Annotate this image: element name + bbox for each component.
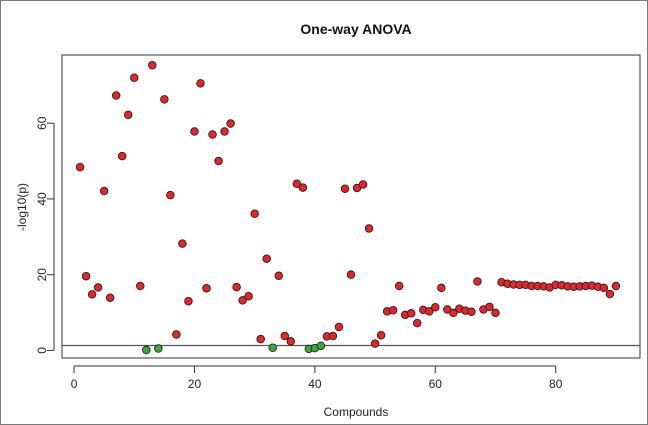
data-point-significant [388, 306, 398, 315]
data-point-significant [256, 334, 265, 344]
x-tick-label: 80 [549, 377, 563, 391]
data-point-significant [87, 290, 97, 299]
data-point-not-significant [316, 341, 326, 351]
data-point-significant [184, 296, 193, 306]
data-point-significant [238, 296, 247, 305]
y-axis-label: -log10(p) [15, 183, 29, 231]
data-point-significant [425, 307, 434, 316]
data-point-significant [202, 284, 211, 293]
data-point-significant [340, 184, 350, 193]
data-point-significant [196, 79, 205, 88]
data-point-not-significant [268, 343, 277, 353]
data-point-significant [232, 282, 241, 292]
data-point-significant [599, 283, 609, 293]
data-point-significant [394, 281, 404, 291]
data-point-significant [605, 289, 615, 299]
data-point-significant [364, 224, 374, 233]
data-point-significant [160, 95, 169, 104]
data-point-significant [286, 337, 296, 346]
data-point-significant [262, 254, 271, 264]
data-point-significant [431, 302, 440, 312]
y-tick-label: 60 [35, 116, 49, 130]
data-point-significant [208, 130, 217, 139]
data-point-significant [214, 156, 223, 166]
x-axis-label: Compounds [324, 405, 389, 419]
data-point-significant [467, 307, 476, 317]
data-point-significant [190, 127, 199, 136]
x-tick-label: 60 [429, 377, 443, 391]
data-point-significant [346, 270, 356, 279]
data-point-significant [226, 119, 235, 128]
data-point-significant [376, 331, 386, 340]
data-point-significant [244, 292, 253, 301]
data-point-significant [178, 239, 187, 248]
data-point-significant [473, 277, 482, 286]
data-point-significant [437, 283, 446, 293]
data-point-significant [491, 308, 500, 318]
data-point-significant [111, 91, 121, 100]
data-point-significant [220, 127, 229, 136]
data-point-significant [412, 318, 422, 328]
data-point-significant [358, 180, 368, 189]
data-points [75, 60, 621, 355]
data-point-significant [406, 309, 416, 318]
data-point-significant [129, 73, 139, 82]
data-point-significant [117, 151, 127, 161]
data-point-significant [292, 179, 302, 189]
data-point-significant [136, 281, 145, 291]
data-point-significant [93, 283, 103, 292]
x-tick-label: 0 [71, 377, 78, 391]
data-point-significant [485, 302, 494, 312]
data-point-significant [105, 293, 115, 303]
x-tick-label: 40 [308, 377, 322, 391]
x-axis: 0 20 40 60 80 [71, 365, 563, 391]
data-point-significant [148, 60, 157, 70]
y-tick-label: 0 [35, 347, 49, 354]
data-point-significant [274, 271, 284, 281]
data-point-not-significant [154, 344, 163, 353]
data-point-significant [166, 190, 175, 200]
data-point-significant [611, 281, 621, 291]
y-tick-label: 20 [35, 268, 49, 282]
data-point-significant [250, 209, 259, 218]
data-point-significant [328, 331, 338, 341]
data-point-significant [370, 339, 380, 348]
plot-area [61, 54, 641, 359]
data-point-significant [75, 162, 85, 172]
data-point-significant [280, 331, 290, 341]
y-axis: 0 20 40 60 [35, 116, 55, 354]
data-point-significant [123, 110, 133, 120]
data-point-significant [334, 322, 344, 332]
data-point-significant [298, 183, 308, 192]
chart-title: One-way ANOVA [300, 21, 411, 37]
y-tick-label: 40 [35, 192, 49, 206]
data-point-significant [172, 330, 181, 339]
data-point-significant [99, 186, 109, 196]
data-point-not-significant [142, 345, 151, 355]
data-point-significant [449, 308, 458, 318]
data-point-significant [81, 271, 91, 281]
x-tick-label: 20 [188, 377, 202, 391]
